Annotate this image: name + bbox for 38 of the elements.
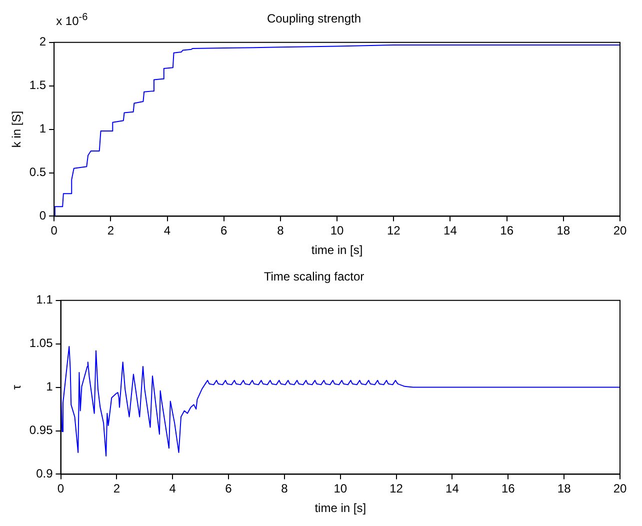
x-tick-label: 6	[225, 482, 232, 496]
x-tick-label: 14	[446, 482, 460, 496]
x-tick-label: 12	[390, 482, 404, 496]
x-tick-label: 8	[281, 482, 288, 496]
x-tick-label: 2	[107, 224, 114, 238]
chart-title: Time scaling factor	[264, 270, 364, 284]
x-axis-title: time in [s]	[311, 243, 363, 258]
x-tick-label: 8	[277, 224, 284, 238]
x-tick-label: 2	[113, 482, 120, 496]
x-tick-label: 16	[500, 224, 514, 238]
x-tick-label: 20	[613, 224, 627, 238]
x-tick-label: 18	[557, 482, 572, 496]
x-tick-label: 14	[444, 224, 458, 238]
y-tick-label: 1.1	[36, 292, 54, 307]
x-tick-label: 4	[169, 482, 176, 496]
x-tick-label: 0	[57, 482, 64, 496]
y-tick-label: 1.05	[29, 336, 54, 350]
y-tick-label: 0	[39, 208, 46, 223]
x-tick-label: 10	[330, 224, 344, 238]
text: x 10$^{-6}$	[56, 12, 88, 28]
x-axis-title: time in [s]	[314, 501, 366, 516]
y-tick-label: 0.5	[29, 165, 46, 180]
chart-title: Coupling strength	[266, 12, 362, 26]
x-tick-label: 10	[334, 482, 348, 496]
x-tick-label: 4	[164, 224, 171, 238]
y-tick-label: 1.5	[29, 78, 46, 92]
y-axis-title: τ	[10, 384, 24, 390]
y-tick-label: 2	[39, 34, 46, 49]
y-tick-label: 1	[46, 380, 54, 394]
x-tick-label: 6	[220, 224, 228, 238]
x-tick-label: 16	[501, 482, 516, 496]
y-axis-title: k in [S]	[10, 110, 24, 148]
y-tick-label: 1	[39, 122, 46, 136]
y-tick-label: 0.9	[36, 466, 54, 481]
x-tick-label: 18	[556, 224, 570, 238]
x-tick-label: 20	[613, 482, 627, 496]
y-tick-label: 0.95	[29, 423, 54, 438]
x-tick-label: 12	[386, 224, 401, 238]
